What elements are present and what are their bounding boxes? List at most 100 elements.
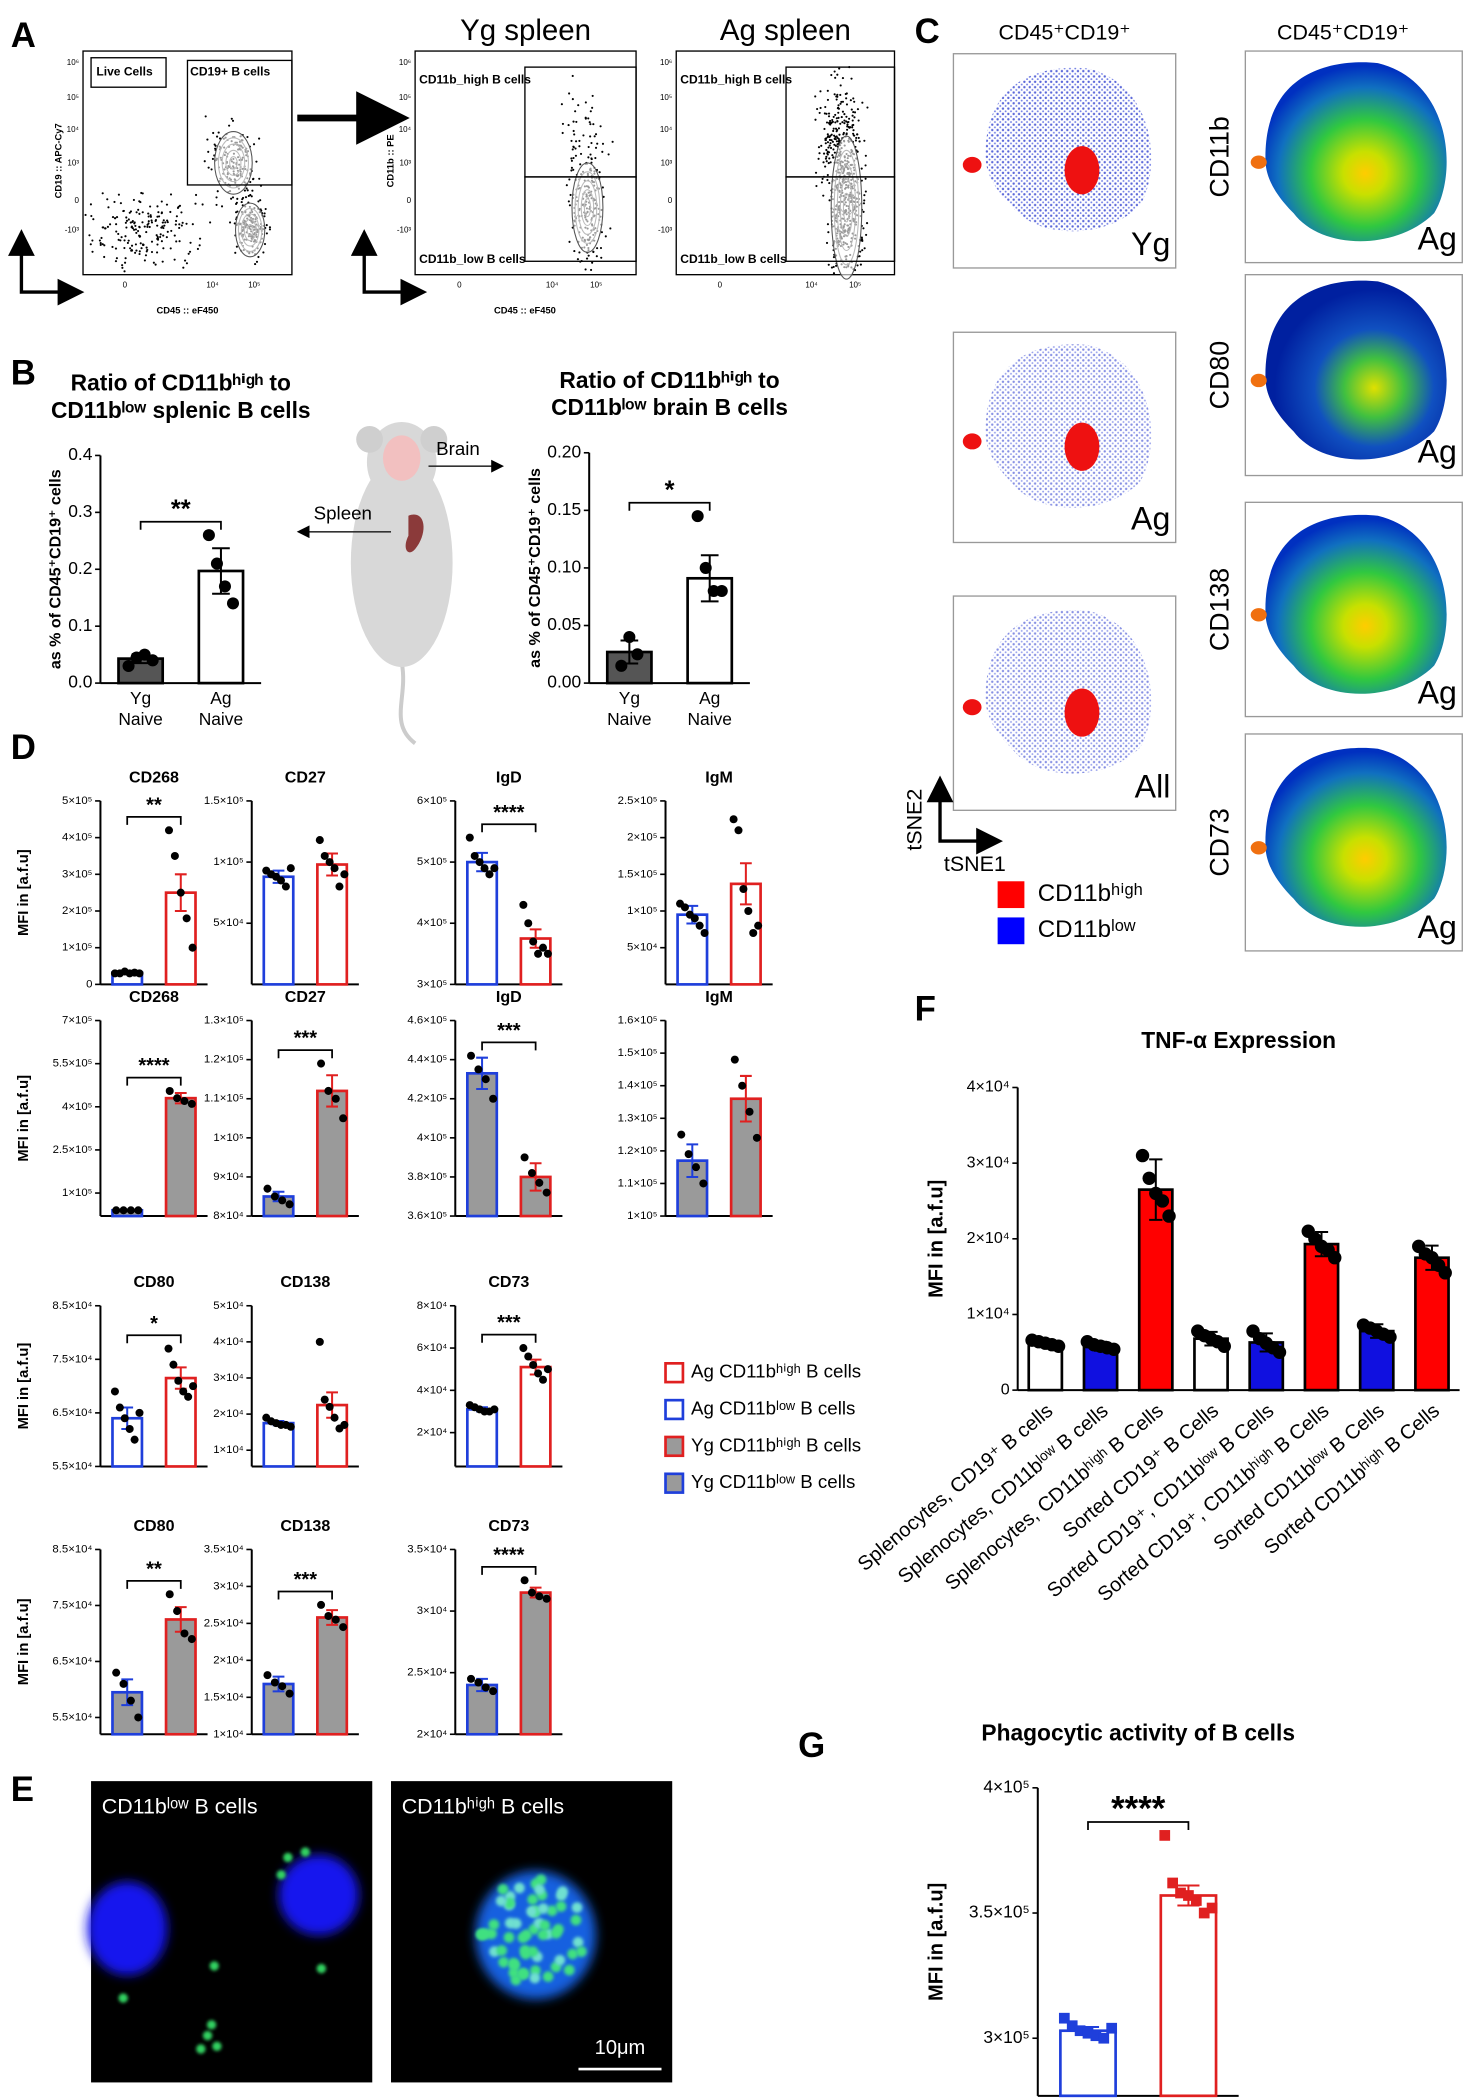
event-dot	[818, 111, 821, 114]
y-tick-label: 1.1×10⁵	[618, 1177, 658, 1189]
chart-title: CD268	[129, 768, 179, 786]
data-point	[519, 1344, 528, 1353]
event-dot	[268, 226, 272, 229]
event-dot	[88, 234, 91, 237]
event-dot	[123, 239, 126, 242]
bar	[1414, 1256, 1450, 1392]
data-point	[481, 1075, 490, 1084]
data-point	[182, 914, 191, 923]
bar-chart: CD27 8×10⁴ 9×10⁴ 1×10⁵ 1.1×10⁵ 1.2×10⁵ 1.3×10⁵…	[204, 988, 359, 1222]
gate-label: CD11b_high B cells	[419, 73, 531, 87]
event-dot	[851, 114, 854, 117]
event-dot	[125, 216, 128, 219]
bead	[510, 1974, 522, 1986]
event-dot	[140, 247, 143, 250]
event-dot	[820, 181, 823, 184]
event-dot	[252, 177, 255, 180]
event-dot	[180, 211, 183, 214]
data-point	[489, 1687, 498, 1696]
event-dot	[130, 244, 134, 247]
panel-letter: F	[915, 989, 936, 1028]
event-dot	[568, 204, 571, 207]
event-dot	[572, 156, 575, 160]
event-dot	[246, 189, 249, 192]
bead	[503, 1932, 515, 1943]
data-point	[110, 1387, 119, 1396]
legend-label: Yg CD11bˡᵒʷ B cells	[691, 1471, 855, 1492]
axis-label: CD45 :: eF450	[157, 305, 219, 315]
x-tick-label: 10⁵	[590, 281, 602, 290]
event-dot	[852, 123, 855, 127]
event-dot	[117, 193, 120, 196]
panel-letter: G	[798, 1726, 825, 1765]
event-dot	[609, 227, 612, 230]
event-dot	[826, 178, 829, 182]
y-tick-label: 4.6×10⁵	[407, 1015, 447, 1027]
event-dot	[166, 219, 169, 222]
event-dot	[113, 200, 116, 204]
event-dot	[169, 193, 173, 196]
event-dot	[832, 272, 836, 275]
bead	[276, 1870, 286, 1880]
bead	[546, 1905, 558, 1917]
y-tick-label: 1×10⁴	[967, 1305, 1010, 1323]
event-dot	[173, 258, 176, 261]
event-dot	[853, 111, 857, 114]
data-point	[524, 1352, 533, 1361]
event-dot	[846, 125, 849, 128]
event-dot	[864, 190, 867, 193]
bead	[514, 1882, 525, 1894]
x-tick-label: 10⁴	[805, 281, 818, 290]
event-dot	[587, 117, 590, 120]
y-tick-label: 0.05	[547, 614, 581, 634]
data-point	[317, 1600, 326, 1609]
y-tick-label: 5×10⁴	[213, 917, 244, 929]
bead	[529, 1972, 541, 1984]
event-dot	[859, 263, 862, 266]
event-dot	[590, 161, 593, 164]
event-dot	[838, 67, 841, 70]
event-dot	[835, 140, 838, 143]
event-dot	[846, 123, 849, 126]
bead	[517, 1968, 529, 1980]
y-tick-label: 10⁵	[67, 93, 79, 102]
event-dot	[106, 198, 109, 201]
data-point	[226, 597, 240, 610]
y-tick-label: 3×10⁵	[983, 2027, 1029, 2047]
event-dot	[258, 137, 261, 140]
y-tick-label: 2.5×10⁵	[53, 1144, 93, 1156]
y-tick-label: 1×10⁵	[62, 1187, 93, 1199]
bead	[554, 1954, 566, 1966]
chart-title: CD27	[285, 768, 326, 786]
panel-letter: D	[11, 728, 36, 767]
y-tick-label: -10³	[65, 226, 80, 235]
event-dot	[856, 133, 859, 136]
y-tick-label: 2×10⁴	[417, 1427, 448, 1439]
significance-bracket	[277, 1590, 333, 1600]
data-point	[180, 1097, 189, 1106]
data-point	[325, 1402, 334, 1411]
event-dot	[587, 254, 590, 257]
event-dot	[820, 144, 823, 147]
legend-swatch	[997, 917, 1025, 945]
data-point	[187, 1635, 196, 1644]
event-dot	[826, 133, 829, 136]
event-dot	[859, 250, 862, 253]
data-point	[481, 1683, 490, 1692]
event-dot	[166, 230, 169, 233]
event-dot	[814, 118, 817, 121]
y-tick-label: 3.5×10⁵	[969, 1902, 1030, 1922]
bead	[519, 1944, 531, 1956]
significance-bracket	[139, 520, 222, 530]
y-tick-label: 2.5×10⁵	[618, 795, 658, 807]
gate	[90, 57, 167, 88]
event-dot	[862, 210, 865, 213]
event-dot	[131, 227, 134, 230]
bar-chart: CD27 5×10⁴ 1×10⁵ 1.5×10⁵	[204, 768, 359, 986]
data-point	[286, 1422, 295, 1431]
event-dot	[587, 156, 590, 159]
event-dot	[831, 140, 834, 143]
event-dot	[251, 189, 254, 192]
event-dot	[268, 228, 272, 231]
bar-chart: CD80 MFI in [a.f.u] 5.5×10⁴ 6.5×10⁴ 7.5×10⁴ 8…	[16, 1517, 208, 1736]
